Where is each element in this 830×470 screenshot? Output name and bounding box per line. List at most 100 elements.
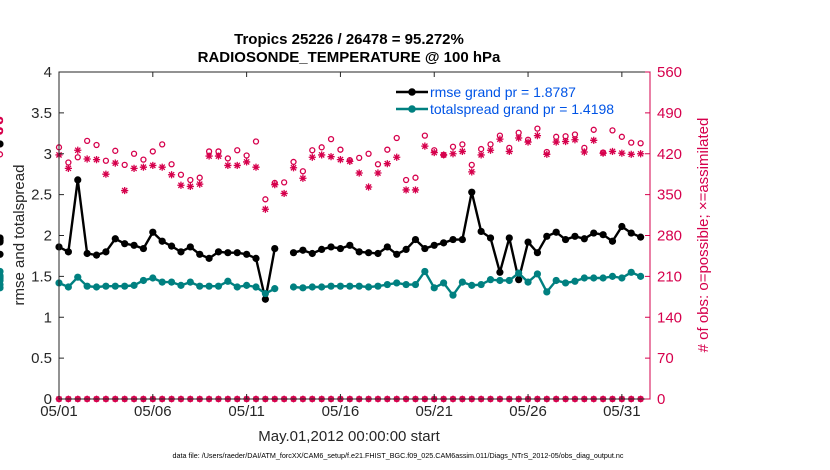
rmse-point bbox=[224, 249, 232, 257]
legend: rmse grand pr = 1.8787 totalspread grand… bbox=[396, 84, 614, 117]
assimilated-point bbox=[336, 155, 345, 164]
assimilated-point bbox=[224, 161, 232, 170]
assimilated-point bbox=[458, 147, 466, 156]
y-right-tick-label: 490 bbox=[657, 105, 682, 122]
possible-point bbox=[234, 147, 241, 154]
assimilated-point bbox=[130, 164, 138, 172]
rmse-point bbox=[346, 241, 354, 249]
y-left-tick-label: 2.5 bbox=[31, 187, 52, 204]
assimilated-point bbox=[637, 150, 645, 158]
totalspread-point bbox=[252, 283, 260, 291]
rmse-point bbox=[374, 249, 382, 258]
rmse-point bbox=[393, 250, 401, 258]
rmse-point bbox=[477, 227, 485, 236]
possible-point bbox=[356, 154, 363, 161]
possible-point bbox=[618, 133, 626, 140]
rmse-point bbox=[627, 229, 635, 237]
assimilated-point bbox=[64, 164, 72, 172]
rmse-point bbox=[186, 243, 194, 251]
rmse-point bbox=[543, 232, 551, 240]
assimilated-point bbox=[561, 137, 570, 146]
assimilated-point bbox=[383, 160, 391, 168]
legend-rmse-label: rmse grand pr = 1.8787 bbox=[430, 84, 576, 100]
rmse-point bbox=[355, 248, 363, 256]
totalspread-point bbox=[571, 277, 579, 285]
assimilated-point bbox=[205, 152, 213, 160]
assimilated-point bbox=[355, 169, 363, 177]
rmse-point bbox=[0, 237, 4, 245]
assimilated-point bbox=[214, 152, 223, 160]
assimilated-point bbox=[374, 169, 382, 177]
possible-point bbox=[309, 147, 316, 154]
y-right-tick-label: 560 bbox=[657, 64, 682, 81]
rmse-point bbox=[590, 229, 598, 237]
totalspread-point bbox=[0, 276, 4, 285]
totalspread-point bbox=[552, 276, 560, 285]
y-axis-left-label: rmse and totalspread bbox=[11, 165, 28, 306]
legend-rmse-marker bbox=[408, 88, 416, 96]
totalspread-point bbox=[111, 282, 119, 290]
totalspread-point bbox=[214, 282, 223, 290]
y-left-tick-label: 1 bbox=[44, 309, 52, 326]
rmse-point bbox=[449, 235, 457, 244]
y-right-tick-label: 0 bbox=[657, 391, 665, 408]
possible-point bbox=[187, 176, 194, 184]
assimilated-point bbox=[252, 163, 260, 171]
possible-point bbox=[140, 156, 147, 163]
assimilated-point bbox=[430, 148, 438, 157]
rmse-point bbox=[411, 235, 420, 244]
totalspread-point bbox=[318, 283, 326, 291]
assimilated-point bbox=[618, 149, 626, 157]
rmse-point bbox=[618, 222, 626, 231]
totalspread-point bbox=[121, 282, 129, 290]
assimilated-point bbox=[111, 159, 119, 167]
rmse-point bbox=[458, 235, 466, 244]
rmse-point bbox=[74, 176, 82, 184]
rmse-point bbox=[608, 237, 617, 245]
assimilated-point bbox=[92, 155, 101, 164]
totalspread-point bbox=[618, 274, 626, 282]
assimilated-point bbox=[486, 146, 495, 154]
totalspread-point bbox=[533, 270, 542, 278]
assimilated-point bbox=[308, 153, 316, 161]
y-right-tick-label: 420 bbox=[657, 146, 682, 163]
assimilated-point bbox=[411, 186, 420, 194]
totalspread-point bbox=[346, 282, 354, 290]
possible-point bbox=[393, 134, 400, 142]
assimilated-point bbox=[524, 138, 532, 146]
totalspread-point bbox=[289, 283, 298, 291]
totalspread-point bbox=[83, 282, 91, 290]
assimilated-point bbox=[421, 142, 429, 150]
assimilated-point bbox=[299, 174, 307, 182]
assimilated-point bbox=[83, 155, 91, 163]
totalspread-point bbox=[627, 268, 635, 276]
possible-point bbox=[262, 196, 269, 203]
totalspread-point bbox=[130, 281, 138, 289]
possible-point bbox=[384, 146, 391, 153]
totalspread-point bbox=[468, 281, 476, 289]
possible-point bbox=[93, 141, 100, 149]
rmse-point bbox=[167, 242, 176, 250]
rmse-point bbox=[308, 249, 316, 258]
totalspread-point bbox=[74, 273, 82, 281]
possible-point bbox=[74, 154, 81, 161]
totalspread-point bbox=[0, 284, 4, 292]
rmse-point bbox=[0, 140, 4, 148]
totalspread-point bbox=[139, 276, 148, 285]
rmse-point bbox=[121, 240, 129, 248]
totalspread-point bbox=[327, 282, 335, 290]
totalspread-point bbox=[299, 284, 307, 292]
possible-point bbox=[159, 141, 166, 148]
x-tick-label: 05/21 bbox=[415, 403, 453, 420]
rmse-point bbox=[64, 248, 72, 256]
rmse-point bbox=[402, 245, 410, 253]
totalspread-point bbox=[430, 284, 438, 292]
assimilated-point bbox=[505, 147, 513, 156]
assimilated-point bbox=[543, 150, 551, 158]
rmse-point bbox=[102, 248, 110, 256]
rmse-point bbox=[496, 268, 504, 276]
rmse-point bbox=[599, 231, 607, 239]
possible-point bbox=[412, 174, 419, 181]
totalspread-point bbox=[167, 278, 176, 286]
assimilated-point bbox=[102, 170, 110, 178]
